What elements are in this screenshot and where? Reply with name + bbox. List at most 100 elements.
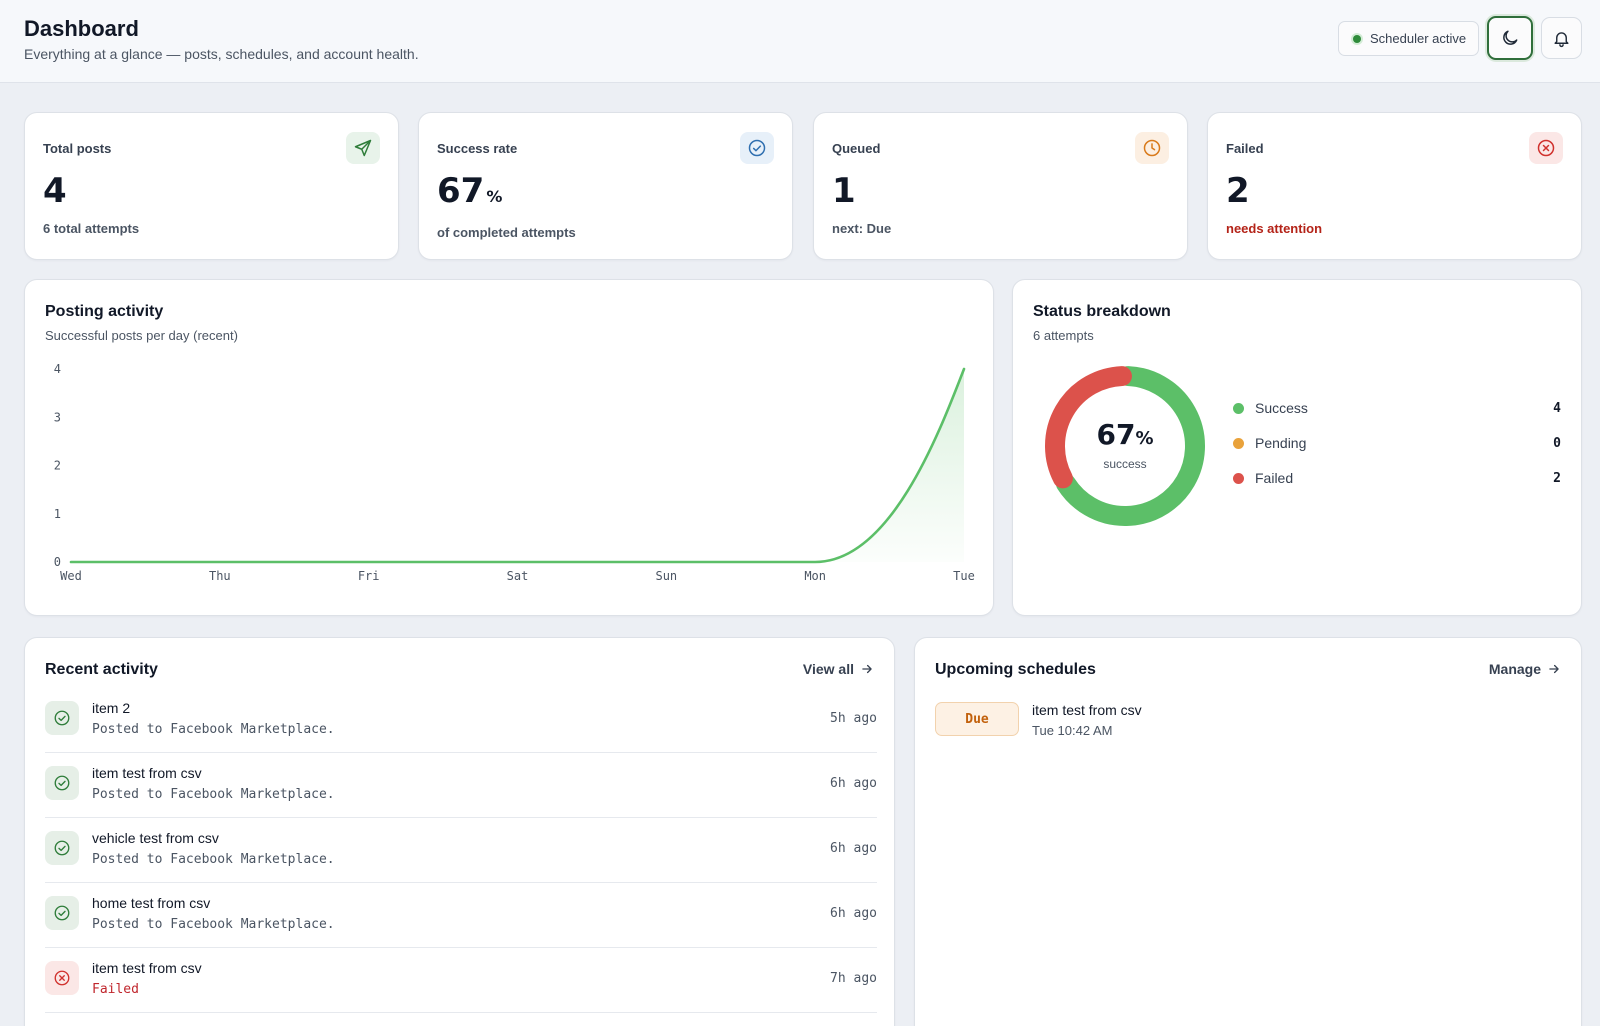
success-check-icon: [45, 896, 79, 930]
activity-title: home test from csv: [92, 895, 211, 911]
activity-time: 6h ago: [830, 776, 877, 791]
stat-card-queued: Queued 1 next: Due: [813, 112, 1188, 260]
notifications-button[interactable]: [1541, 17, 1582, 59]
view-all-link[interactable]: View all: [803, 661, 874, 677]
stat-value: 2: [1226, 171, 1250, 211]
card-title: Upcoming schedules: [935, 661, 1096, 678]
arrow-right-icon: [862, 664, 872, 674]
activity-subtext: Posted to Facebook Marketplace.: [92, 917, 335, 932]
activity-subtext: Posted to Facebook Marketplace.: [92, 852, 335, 867]
x-tick-label: Thu: [209, 569, 231, 583]
series-area: [71, 369, 964, 562]
x-tick-label: Sat: [507, 569, 529, 583]
y-tick-label: 1: [54, 507, 61, 521]
activity-time: 5h ago: [830, 711, 877, 726]
due-badge: Due: [935, 702, 1019, 736]
recent-activity-card: Recent activity View all item 2 Posted t…: [24, 637, 895, 1026]
donut-center-value: 67%: [1096, 418, 1153, 451]
status-donut-chart: 67% success: [1045, 366, 1205, 526]
activity-subtext: Failed: [92, 982, 139, 997]
legend-dot-icon: [1233, 437, 1244, 449]
top-header: Dashboard Everything at a glance — posts…: [0, 0, 1600, 83]
stat-subtext: needs attention: [1226, 221, 1323, 236]
activity-row[interactable]: item 2 Posted to Facebook Marketplace. 5…: [45, 689, 877, 753]
x-tick-label: Tue: [953, 569, 975, 583]
activity-subtext: Posted to Facebook Marketplace.: [92, 787, 335, 802]
y-tick-label: 3: [54, 410, 61, 424]
arrow-right-icon: [1549, 664, 1559, 674]
series-line: [69, 367, 966, 564]
activity-subtext: Posted to Facebook Marketplace.: [92, 722, 335, 737]
check-circle-icon: [748, 139, 766, 157]
moon-icon: [1503, 30, 1518, 45]
stat-label: Total posts: [43, 141, 112, 156]
stat-label: Failed: [1226, 141, 1264, 156]
manage-link[interactable]: Manage: [1489, 661, 1561, 677]
success-check-icon: [45, 831, 79, 865]
legend-item-failed: Failed 2: [1233, 470, 1561, 486]
legend-label: Pending: [1255, 435, 1307, 451]
donut-center-label: success: [1103, 457, 1146, 471]
activity-row[interactable]: item test from csv Failed 7h ago: [45, 949, 877, 1013]
legend-value: 2: [1553, 470, 1561, 486]
bell-icon: [1554, 31, 1569, 47]
x-tick-label: Wed: [60, 569, 82, 583]
schedule-time: Tue 10:42 AM: [1032, 723, 1113, 738]
activity-row[interactable]: item test from csv Posted to Facebook Ma…: [45, 754, 877, 818]
stat-icon-box: [1529, 132, 1563, 164]
activity-time: 6h ago: [830, 841, 877, 856]
status-dot-icon: [1353, 34, 1361, 43]
schedule-title[interactable]: item test from csv: [1032, 702, 1142, 718]
legend-dot-icon: [1233, 472, 1244, 484]
stat-card-failed: Failed 2 needs attention: [1207, 112, 1582, 260]
send-icon: [354, 139, 372, 157]
legend-dot-icon: [1233, 402, 1244, 414]
stat-value: 1: [832, 171, 856, 211]
manage-label: Manage: [1488, 661, 1541, 677]
scheduler-status-pill[interactable]: Scheduler active: [1338, 21, 1479, 56]
stat-value: 4: [43, 171, 67, 211]
activity-time: 7h ago: [830, 971, 877, 986]
card-subtitle: Successful posts per day (recent): [45, 328, 238, 343]
card-title: Recent activity: [45, 661, 158, 678]
y-tick-label: 4: [54, 362, 61, 376]
posting-activity-card: Posting activity Successful posts per da…: [24, 279, 994, 616]
stat-card-total-posts: Total posts 4 6 total attempts: [24, 112, 399, 260]
donut-slice-failed: [1045, 366, 1132, 489]
upcoming-schedules-card: Upcoming schedules Manage Due item test …: [914, 637, 1582, 1026]
stat-label: Queued: [832, 141, 881, 156]
success-check-icon: [45, 766, 79, 800]
success-check-icon: [45, 701, 79, 735]
stat-icon-box: [346, 132, 380, 164]
x-tick-label: Mon: [804, 569, 826, 583]
x-circle-icon: [1537, 139, 1555, 157]
theme-toggle-button[interactable]: [1487, 16, 1533, 60]
posting-activity-chart: 0 1 2 3 4 Wed Thu Fri Sat Sun Mon Tue: [54, 362, 975, 583]
legend-value: 0: [1553, 435, 1561, 451]
legend-value: 4: [1553, 400, 1561, 416]
legend-item-success: Success 4: [1233, 400, 1561, 416]
activity-row[interactable]: vehicle test from csv Posted to Facebook…: [45, 819, 877, 883]
activity-title: item test from csv: [92, 765, 202, 781]
x-tick-label: Fri: [358, 569, 380, 583]
legend-item-pending: Pending 0: [1233, 435, 1561, 451]
stat-subtext: next: Due: [832, 221, 892, 236]
page-title: Dashboard: [24, 16, 139, 41]
activity-row[interactable]: home test from csv Posted to Facebook Ma…: [45, 884, 877, 948]
activity-title: vehicle test from csv: [92, 830, 219, 846]
page-subtitle: Everything at a glance — posts, schedule…: [24, 46, 419, 62]
x-tick-label: Sun: [655, 569, 677, 583]
failed-x-icon: [45, 961, 79, 995]
y-tick-label: 2: [54, 459, 61, 473]
activity-time: 6h ago: [830, 906, 877, 921]
card-title: Status breakdown: [1033, 303, 1171, 320]
legend-label: Success: [1255, 400, 1308, 416]
activity-title: item test from csv: [92, 960, 202, 976]
donut-slice-success: [1055, 366, 1205, 526]
y-tick-label: 0: [54, 555, 61, 569]
stat-subtext: of completed attempts: [437, 225, 576, 240]
status-breakdown-card: Status breakdown 6 attempts 67% success …: [1012, 279, 1582, 616]
card-title: Posting activity: [45, 303, 164, 320]
card-subtitle: 6 attempts: [1033, 328, 1094, 343]
view-all-label: View all: [802, 661, 854, 677]
